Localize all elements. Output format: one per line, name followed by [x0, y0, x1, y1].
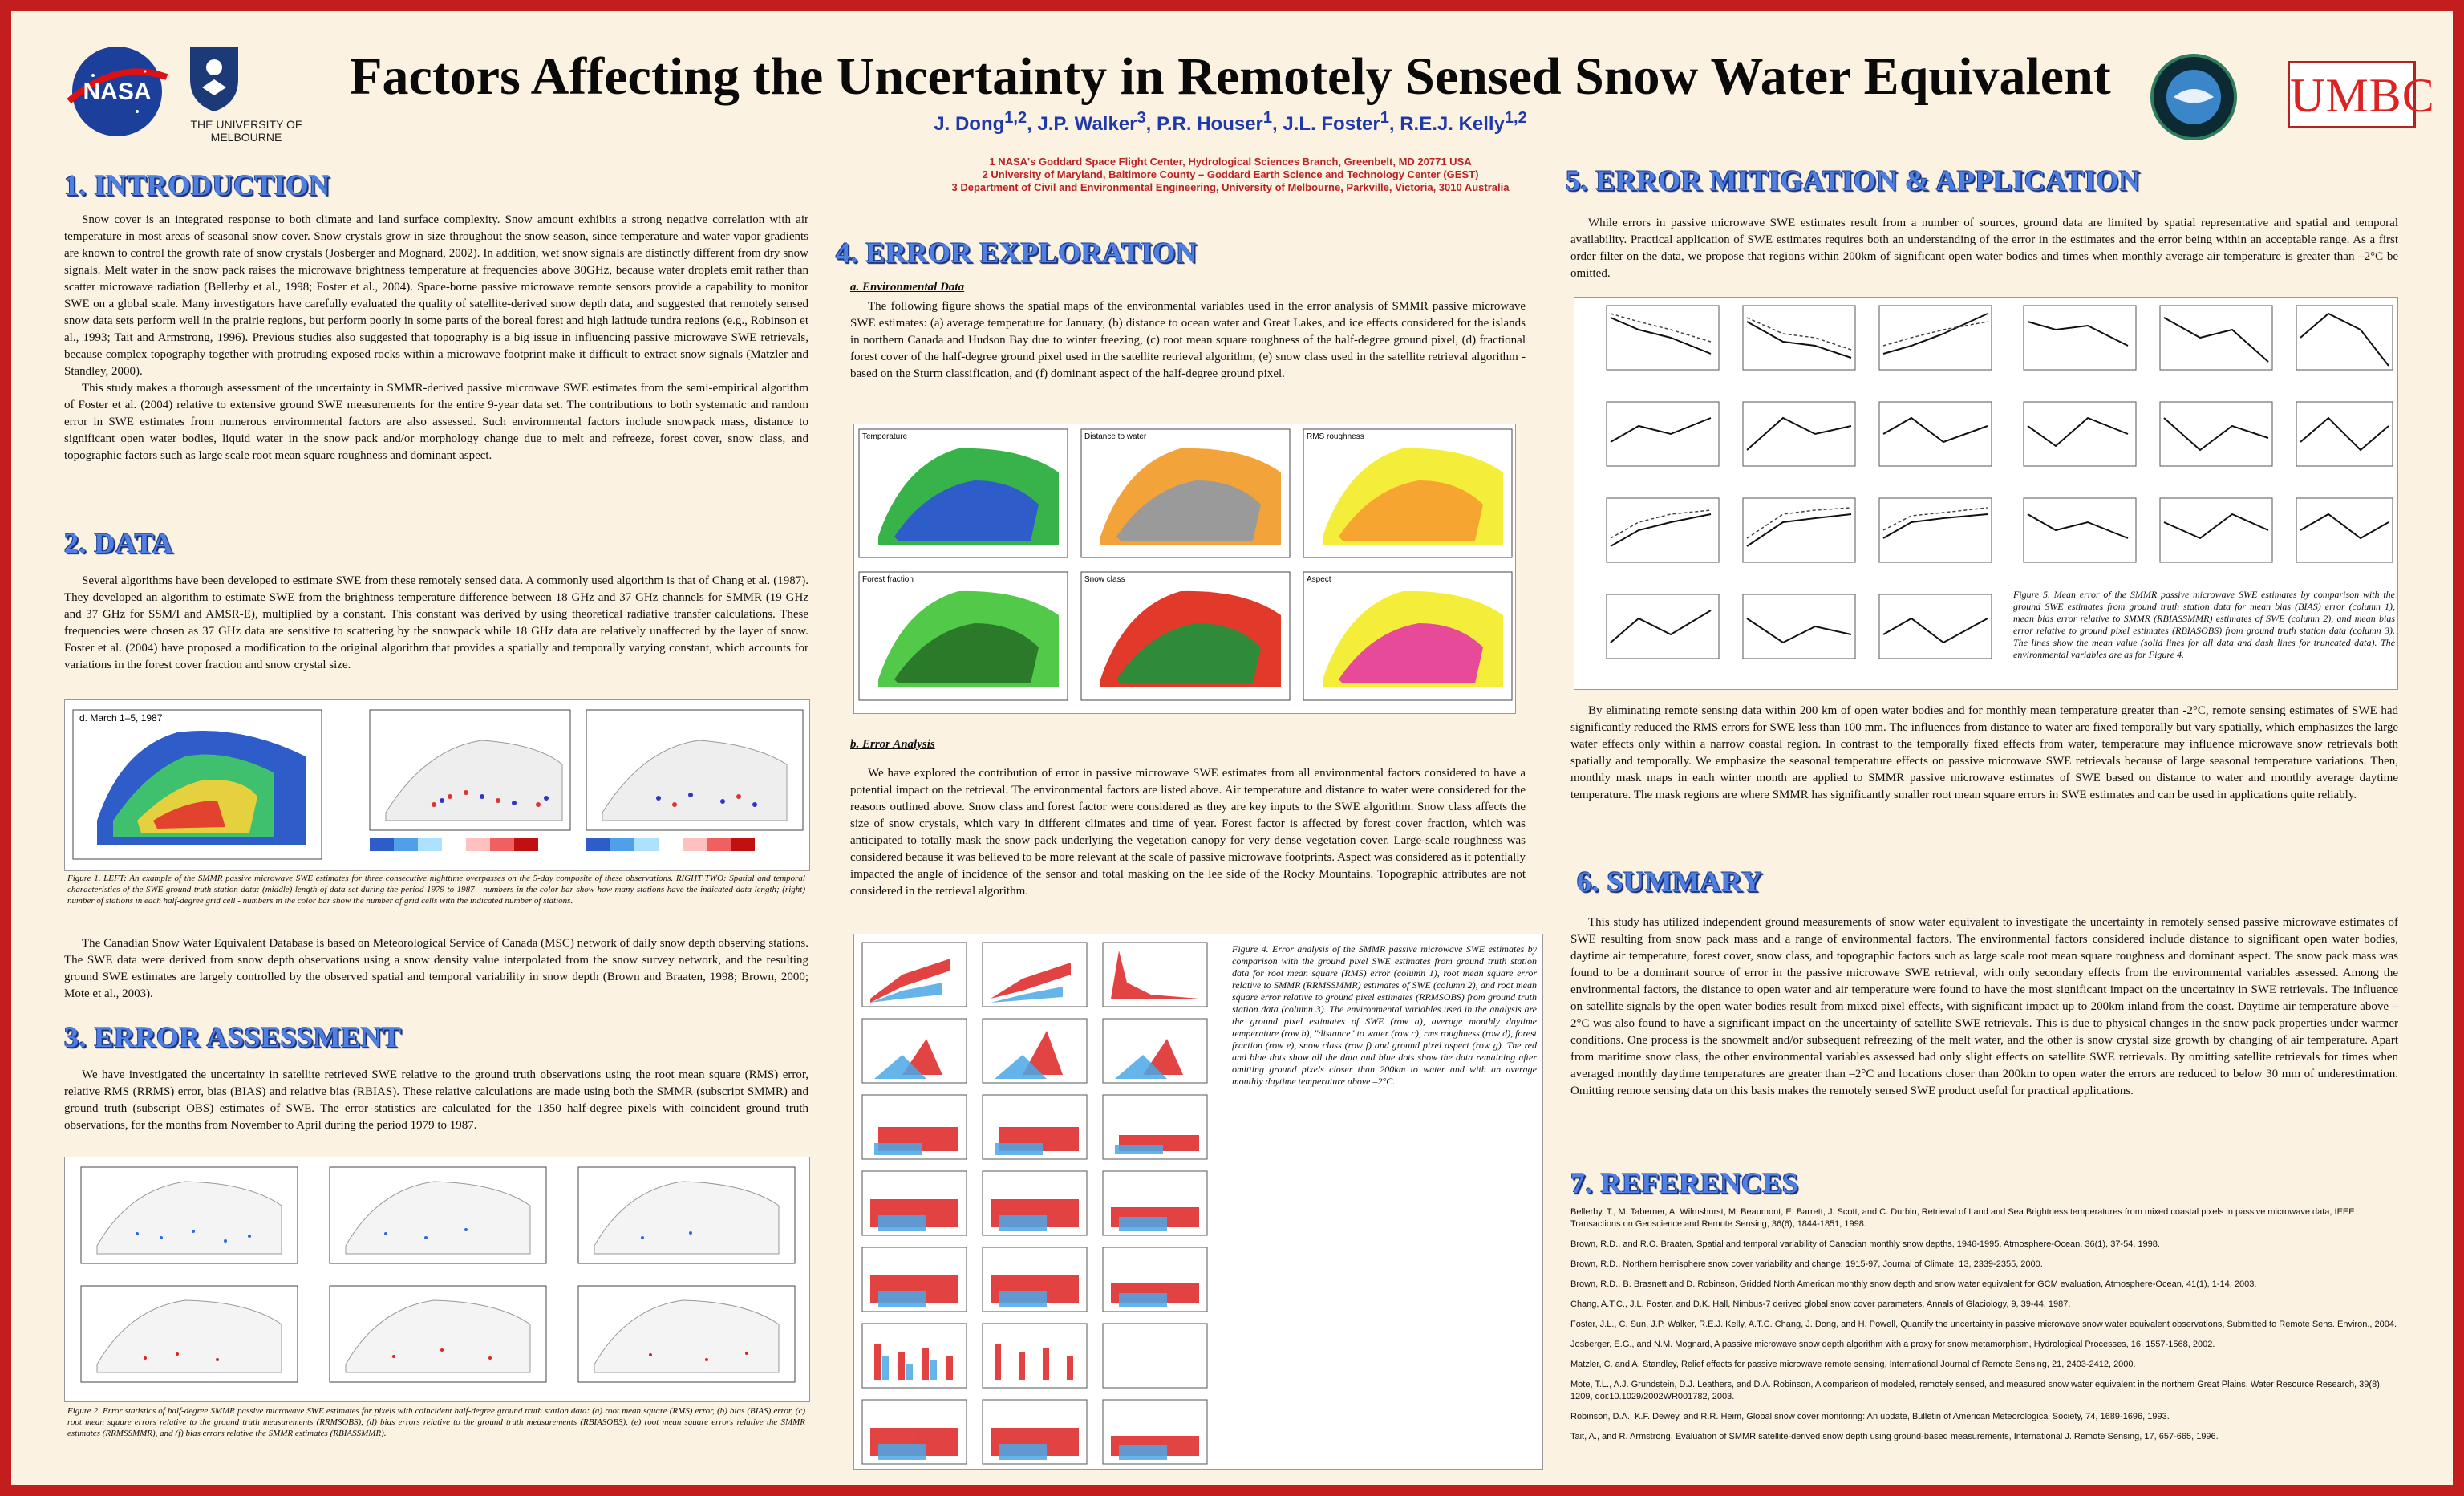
figure-2 [64, 1157, 810, 1402]
figure-1-caption: Figure 1. LEFT: An example of the SMMR p… [67, 874, 805, 906]
melbourne-logo: THE UNIVERSITY OF MELBOURNE [186, 43, 306, 156]
figure-3-panel-aspect: Aspect [1307, 575, 1331, 584]
reference-item: Mote, T.L., A.J. Grundstein, D.J. Leathe… [1570, 1380, 2382, 1401]
figure-4 [853, 934, 1543, 1470]
figure-1: d. March 1–5, 1987 [64, 699, 810, 871]
reference-item: Brown, R.D., Northern hemisphere snow co… [1570, 1259, 2043, 1269]
summary-text: This study has utilized independent grou… [1570, 914, 2398, 1100]
analysis-text: We have explored the contribution of err… [850, 765, 1526, 900]
data-paragraph-2: The Canadian Snow Water Equivalent Datab… [64, 937, 808, 1000]
affiliation-2: 2 University of Maryland, Baltimore Coun… [982, 168, 1479, 180]
data-paragraph-1: Several algorithms have been developed t… [64, 574, 808, 671]
heading-error-assessment: 3. ERROR ASSESSMENT [64, 1021, 402, 1053]
gest-logo [2150, 53, 2238, 141]
poster: NASA THE UNIVERSITY OF MELBOURNE UMBC Fa… [11, 11, 2453, 1485]
reference-item: Robinson, D.A., K.F. Dewey, and R.R. Hei… [1570, 1412, 2170, 1421]
exploration-text: The following figure shows the spatial m… [850, 298, 1526, 383]
affiliation-1: 1 NASA's Goddard Space Flight Center, Hy… [989, 156, 1472, 168]
figure-1-label: d. March 1–5, 1987 [79, 712, 163, 724]
reference-item: Brown, R.D., B. Brasnett and D. Robinson… [1570, 1279, 2257, 1289]
figure-2-maps [80, 1166, 796, 1383]
summary-paragraph-1: This study has utilized independent grou… [1570, 916, 2398, 1097]
heading-introduction: 1. INTRODUCTION [64, 169, 330, 201]
figure-3-panel-distance: Distance to water [1084, 432, 1147, 441]
mitigation-text-2: By eliminating remote sensing data withi… [1570, 703, 2398, 804]
heading-error-mitigation: 5. ERROR MITIGATION & APPLICATION [1566, 164, 2141, 197]
figure-3-panel-temperature: Temperature [862, 432, 908, 441]
reference-item: Tait, A., and R. Armstrong, Evaluation o… [1570, 1432, 2219, 1441]
mitigation-text: While errors in passive microwave SWE es… [1570, 215, 2398, 282]
mitigation-paragraph-1: While errors in passive microwave SWE es… [1570, 217, 2398, 280]
heading-data: 2. DATA [64, 527, 174, 559]
figure-3-panel-roughness: RMS roughness [1307, 432, 1364, 441]
melbourne-name: THE UNIVERSITY OF MELBOURNE [190, 118, 302, 144]
data-text-2: The Canadian Snow Water Equivalent Datab… [64, 935, 808, 1003]
nasa-logo: NASA [61, 43, 173, 140]
subheading-error-analysis: b. Error Analysis [850, 738, 935, 751]
affiliation-3: 3 Department of Civil and Environmental … [951, 181, 1510, 193]
assessment-paragraph-1: We have investigated the uncertainty in … [64, 1068, 808, 1132]
heading-error-exploration: 4. ERROR EXPLORATION [836, 237, 1198, 269]
poster-title: Factors Affecting the Uncertainty in Rem… [350, 47, 2111, 106]
figure-4-caption: Figure 4. Error analysis of the SMMR pas… [1232, 943, 1537, 1087]
intro-paragraph-2: This study makes a thorough assessment o… [64, 382, 808, 462]
intro-text: Snow cover is an integrated response to … [64, 212, 808, 464]
affiliations: 1 NASA's Goddard Space Flight Center, Hy… [709, 156, 1752, 194]
mitigation-paragraph-2: By eliminating remote sensing data withi… [1570, 704, 2398, 801]
reference-item: Bellerby, T., M. Taberner, A. Wilmshurst… [1570, 1207, 2355, 1229]
figure-3-panel-snowclass: Snow class [1084, 575, 1125, 584]
reference-item: Foster, J.L., C. Sun, J.P. Walker, R.E.J… [1570, 1320, 2397, 1329]
subheading-environmental-data: a. Environmental Data [850, 281, 965, 294]
reference-item: Brown, R.D., and R.O. Braaten, Spatial a… [1570, 1239, 2160, 1249]
exploration-paragraph-1: The following figure shows the spatial m… [850, 300, 1526, 380]
reference-item: Josberger, E.G., and N.M. Mognard, A pas… [1570, 1340, 2215, 1349]
figure-5-caption: Figure 5. Mean error of the SMMR passive… [2013, 589, 2395, 661]
figure-3-panel-forest: Forest fraction [862, 575, 914, 584]
heading-summary: 6. SUMMARY [1577, 866, 1763, 898]
poster-authors: J. Dong1,2, J.P. Walker3, P.R. Houser1, … [934, 109, 1527, 135]
exploration-paragraph-2: We have explored the contribution of err… [850, 767, 1526, 898]
intro-paragraph-1: Snow cover is an integrated response to … [64, 213, 808, 378]
reference-item: Matzler, C. and A. Standley, Relief effe… [1570, 1360, 2136, 1369]
assessment-text: We have investigated the uncertainty in … [64, 1067, 808, 1134]
data-text: Several algorithms have been developed t… [64, 573, 808, 674]
heading-references: 7. REFERENCES [1570, 1167, 1799, 1199]
umbc-logo: UMBC [2288, 61, 2434, 128]
references-list: Bellerby, T., M. Taberner, A. Wilmshurst… [1570, 1206, 2398, 1451]
reference-item: Chang, A.T.C., J.L. Foster, and D.K. Hal… [1570, 1299, 2071, 1309]
figure-3: Temperature Distance to water RMS roughn… [853, 424, 1516, 714]
figure-2-caption: Figure 2. Error statistics of half-degre… [67, 1406, 805, 1438]
svg-text:NASA: NASA [83, 79, 151, 105]
